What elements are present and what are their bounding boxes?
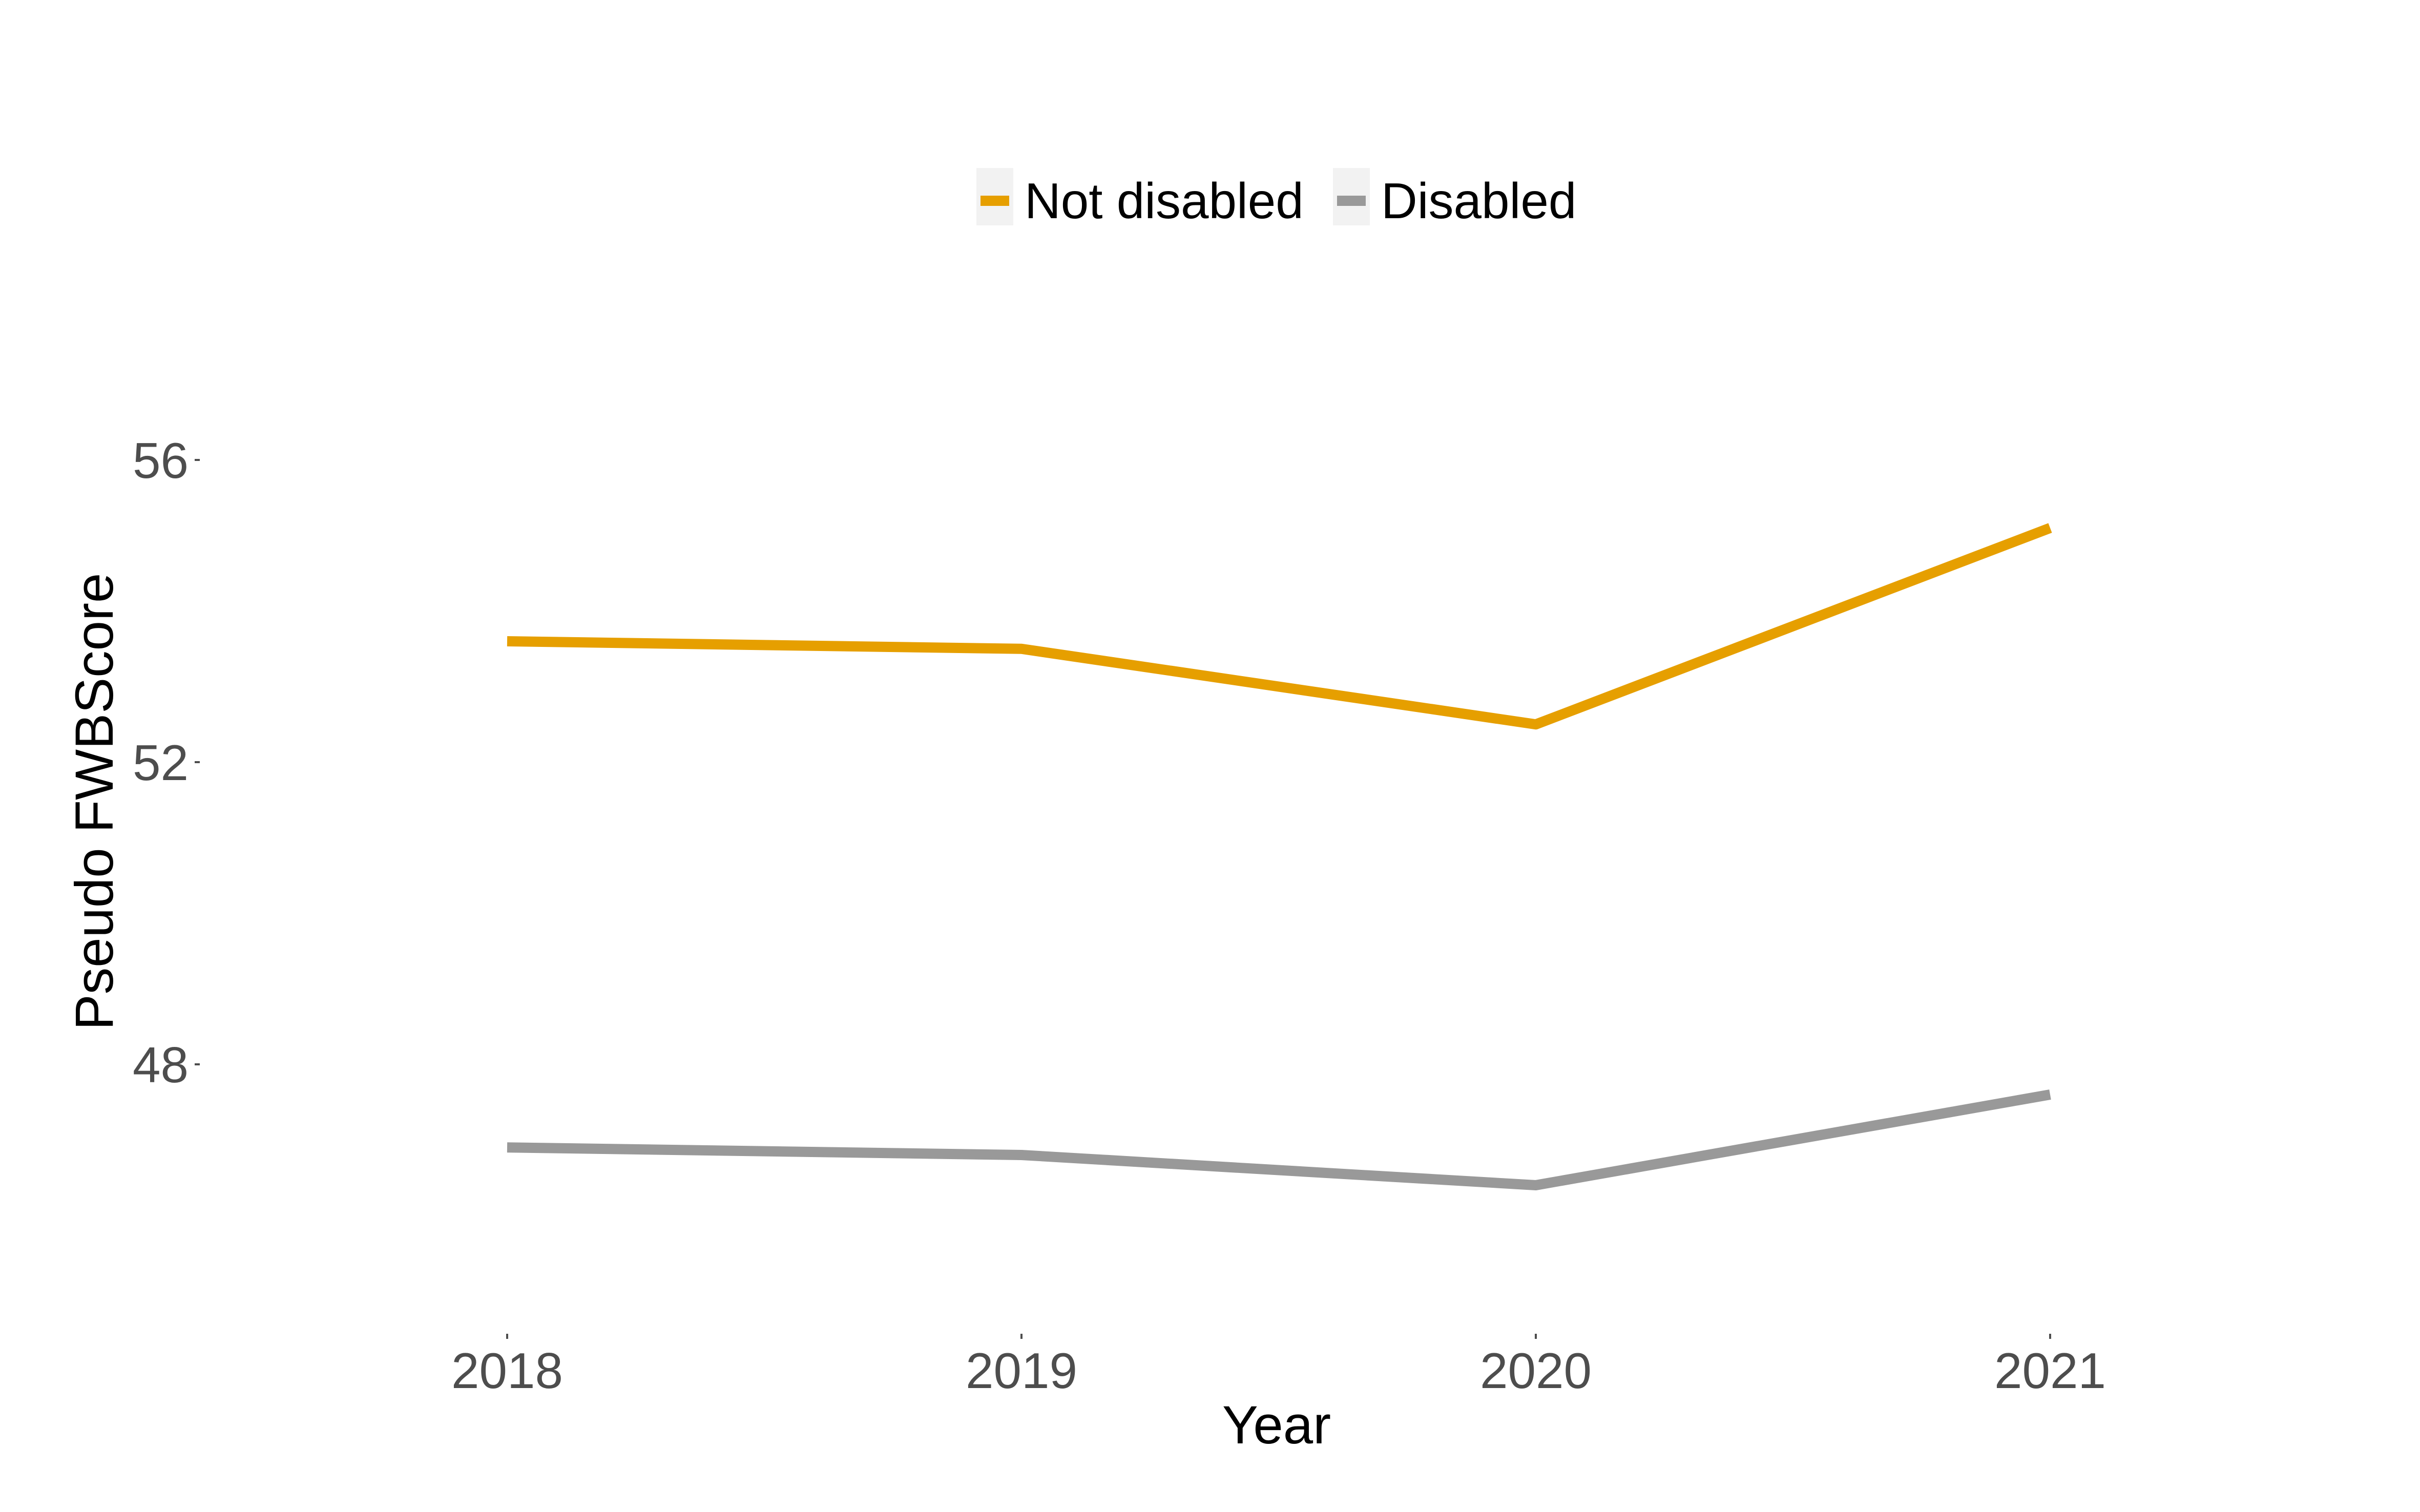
x-axis-title: Year (1222, 1395, 1331, 1455)
y-tick-label: 56 (133, 432, 189, 489)
series-line-not-disabled (507, 523, 2052, 730)
x-axis: 2018 2019 2020 2021 (451, 1334, 2106, 1399)
x-tick-label: 2018 (451, 1342, 563, 1399)
series-layer (507, 523, 2052, 1190)
legend-label-not-disabled: Not disabled (1025, 173, 1304, 229)
x-tick-label: 2021 (1994, 1342, 2106, 1399)
legend-label-disabled: Disabled (1381, 173, 1576, 229)
legend: Not disabled Disabled (976, 168, 1576, 229)
y-tick-label: 48 (133, 1037, 189, 1093)
y-axis-title: Pseudo FWBScore (65, 573, 124, 1031)
y-axis: 48 52 56 (133, 432, 200, 1093)
x-tick-label: 2019 (966, 1342, 1077, 1399)
series-line-disabled (507, 1089, 2051, 1190)
y-tick-label: 52 (133, 734, 189, 791)
x-tick-label: 2020 (1480, 1342, 1592, 1399)
